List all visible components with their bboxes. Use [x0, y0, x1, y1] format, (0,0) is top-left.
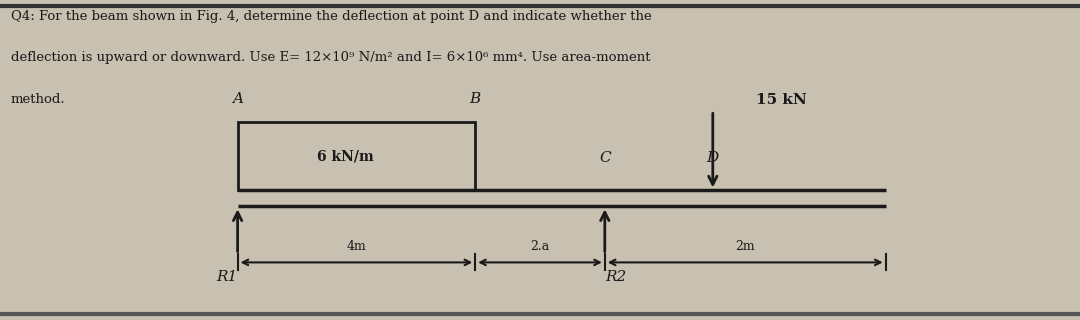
Text: Q4: For the beam shown in Fig. 4, determine the deflection at point D and indica: Q4: For the beam shown in Fig. 4, determ… — [11, 10, 651, 23]
Text: 2m: 2m — [735, 240, 755, 253]
Text: 15 kN: 15 kN — [756, 93, 807, 107]
Text: A: A — [232, 92, 243, 106]
Text: C: C — [599, 151, 610, 165]
Text: B: B — [470, 92, 481, 106]
Text: 2.a: 2.a — [530, 240, 550, 253]
Text: D: D — [706, 151, 719, 165]
Text: R2: R2 — [605, 270, 626, 284]
Text: 6 kN/m: 6 kN/m — [318, 149, 374, 163]
Text: 4m: 4m — [347, 240, 366, 253]
Text: method.: method. — [11, 93, 66, 106]
Text: R1: R1 — [216, 270, 238, 284]
Text: deflection is upward or downward. Use E= 12×10⁹ N/m² and I= 6×10⁶ mm⁴. Use area-: deflection is upward or downward. Use E=… — [11, 51, 650, 64]
